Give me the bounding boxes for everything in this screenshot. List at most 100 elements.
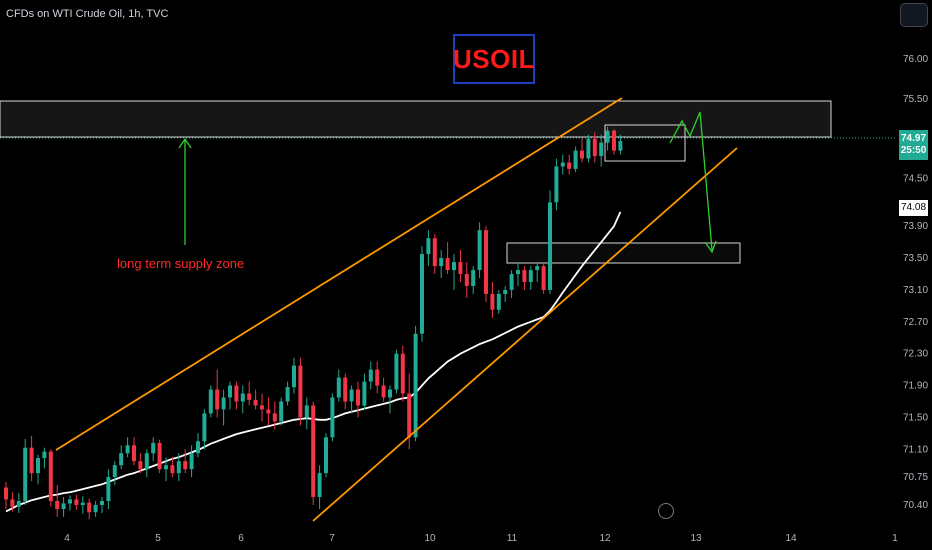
candle	[612, 129, 616, 155]
candle-body	[420, 254, 424, 334]
candle-body	[247, 393, 252, 400]
candle-body	[471, 270, 476, 286]
candle	[80, 496, 85, 514]
candle	[164, 457, 168, 482]
candle-body	[4, 487, 8, 500]
supply-zone-label: long term supply zone	[117, 256, 245, 271]
y-tick-label: 72.30	[903, 349, 928, 360]
candle-body	[458, 262, 463, 274]
candle-body	[202, 413, 207, 442]
candle-body	[132, 445, 136, 462]
replay-icon[interactable]	[658, 503, 674, 519]
candle	[125, 437, 130, 458]
x-tick-label: 6	[238, 533, 244, 544]
symbol-title[interactable]: CFDs on WTI Crude Oil, 1h, TVC	[6, 8, 169, 20]
candle	[375, 361, 380, 394]
candle-body	[407, 393, 412, 438]
candle	[260, 393, 264, 422]
candle-body	[164, 465, 168, 470]
candle-body	[535, 266, 540, 271]
candle-body	[548, 202, 552, 290]
moving-average-tag: 74.08	[899, 200, 928, 216]
candle-body	[599, 142, 604, 157]
y-tick-label: 73.50	[903, 253, 928, 264]
candle-body	[272, 413, 277, 422]
candle-body	[125, 445, 130, 454]
candle	[202, 409, 207, 450]
candle	[311, 401, 316, 505]
candle	[55, 485, 60, 517]
candle-body	[490, 293, 495, 310]
x-tick-label: 5	[155, 533, 161, 544]
y-tick-label: 74.50	[903, 174, 928, 185]
candle	[151, 437, 156, 462]
candle-body	[381, 385, 386, 398]
candle-body	[176, 461, 181, 474]
toolbar-toggle-button[interactable]	[900, 3, 928, 27]
candle-body	[87, 502, 92, 513]
candle	[157, 439, 162, 474]
candle	[573, 146, 578, 173]
x-tick-label: 12	[599, 533, 611, 544]
candle-body	[516, 270, 520, 275]
candle-body	[215, 389, 220, 410]
candle	[298, 357, 303, 426]
candle-body	[612, 130, 616, 151]
candle	[420, 246, 424, 342]
candle	[285, 381, 290, 406]
candle	[170, 457, 175, 478]
candle	[458, 250, 463, 282]
candle	[490, 282, 495, 318]
candle-body	[567, 162, 572, 169]
candle-body	[343, 377, 348, 402]
candle-body	[285, 387, 290, 402]
candle	[432, 234, 437, 274]
last-price-tag: 74.97 25:50	[899, 130, 928, 160]
candle	[183, 449, 188, 474]
candle-body	[388, 389, 392, 398]
candle-body	[16, 501, 21, 507]
candle	[215, 369, 220, 418]
candle-body	[445, 258, 450, 270]
candle	[119, 445, 124, 470]
candle-body	[23, 447, 28, 502]
candle-body	[368, 369, 373, 382]
candle-body	[151, 442, 156, 454]
candle	[381, 377, 386, 402]
candle	[452, 254, 456, 290]
candle	[29, 435, 34, 482]
candle	[208, 385, 213, 418]
candle	[618, 134, 623, 155]
candle	[234, 381, 239, 410]
candle	[400, 345, 405, 402]
x-tick-label: 7	[329, 533, 335, 544]
candle	[324, 433, 328, 478]
candle	[580, 138, 584, 163]
candle	[522, 266, 527, 290]
candle	[586, 134, 591, 163]
candle	[228, 381, 232, 410]
candle-body	[522, 270, 527, 282]
y-tick-label: 71.10	[903, 444, 928, 455]
candle	[10, 492, 15, 512]
candle	[509, 270, 514, 298]
candle-body	[48, 451, 53, 501]
y-tick-label: 73.10	[903, 285, 928, 296]
candle	[471, 266, 476, 294]
candle-body	[298, 365, 303, 418]
candle	[304, 397, 309, 430]
candle	[592, 132, 597, 163]
usoil-badge: USOIL	[453, 34, 535, 84]
candle	[426, 230, 431, 267]
candle	[266, 397, 271, 426]
candle	[445, 242, 450, 274]
candle-body	[189, 453, 194, 470]
candle	[503, 286, 508, 302]
candle	[394, 349, 399, 394]
candle	[528, 266, 533, 290]
candle-body	[221, 397, 226, 410]
candle-body	[528, 270, 533, 282]
candle	[106, 469, 111, 509]
candle	[16, 493, 21, 513]
